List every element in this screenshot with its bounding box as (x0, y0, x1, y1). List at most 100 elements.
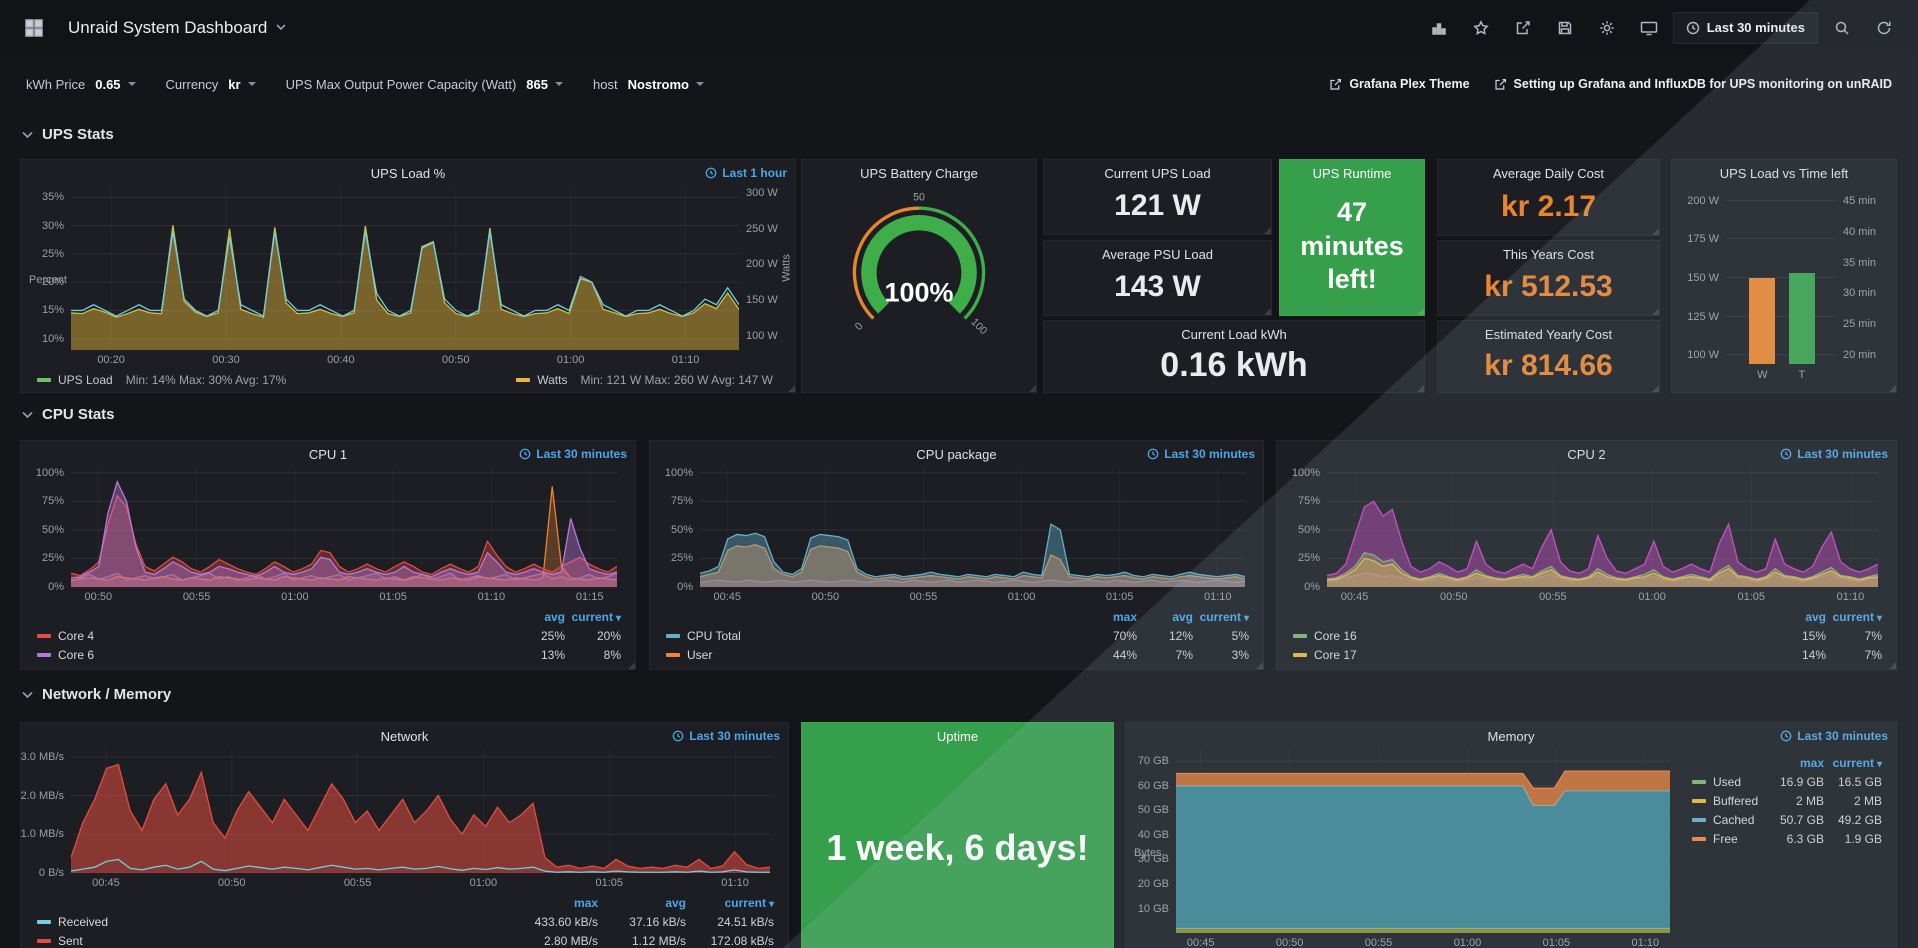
legend-series-toggle[interactable]: Used (1692, 775, 1766, 789)
variable-value-dropdown[interactable]: 865 (526, 77, 563, 92)
legend-series-toggle[interactable]: Buffered (1692, 794, 1766, 808)
add-panel-icon[interactable] (1421, 12, 1457, 44)
axis-tick-label: 00:45 (713, 591, 742, 603)
panel-title[interactable]: Memory (1487, 728, 1535, 744)
legend-column-header[interactable]: current (1824, 756, 1882, 770)
panel-title[interactable]: UPS Battery Charge (860, 165, 978, 181)
settings-gear-icon[interactable] (1589, 12, 1625, 44)
caret-down-icon (555, 82, 563, 86)
caret-down-icon (247, 82, 256, 86)
legend-value: 44% (1112, 647, 1137, 662)
legend-series-toggle[interactable]: Received (37, 915, 510, 929)
legend-column-header[interactable]: current (565, 610, 621, 624)
panel-title[interactable]: Uptime (936, 728, 979, 744)
legend-column-header[interactable]: max (1112, 609, 1137, 624)
axis-tick-label: 00:55 (909, 591, 938, 603)
panel-title[interactable]: CPU package (916, 446, 997, 462)
panel-title[interactable]: Average Daily Cost (1492, 165, 1605, 181)
legend-series-toggle[interactable]: Core 17 (1293, 648, 1770, 662)
chart-plot[interactable] (71, 749, 770, 873)
variable-value-dropdown[interactable]: Nostromo (628, 77, 704, 92)
panel-title[interactable]: Average PSU Load (1101, 246, 1214, 262)
chart-plot[interactable] (71, 467, 617, 587)
panel-title[interactable]: Current UPS Load (1104, 165, 1211, 181)
variable-value-dropdown[interactable]: 0.65 (95, 77, 136, 92)
legend-series-toggle[interactable]: Cached (1692, 813, 1766, 827)
time-range-picker[interactable]: Last 30 minutes (1672, 11, 1818, 44)
legend-value: 13% (540, 647, 565, 662)
axis-tick-label: 20% (41, 276, 64, 289)
legend-column-header[interactable]: max (1799, 755, 1824, 770)
panel-title[interactable]: This Years Cost (1502, 246, 1595, 262)
legend-series-toggle[interactable]: Sent (37, 934, 510, 948)
legend-column-header[interactable]: avg (665, 895, 686, 910)
legend-column-header[interactable]: current (686, 896, 774, 910)
battery-gauge: 0 50 100 100% (802, 188, 1036, 392)
axis-tick-label: 30 GB (1137, 853, 1169, 866)
legend-series-toggle[interactable]: CPU Total (666, 629, 1081, 643)
link-grafana-plex-theme[interactable]: Grafana Plex Theme (1329, 77, 1470, 91)
panel-title[interactable]: CPU 1 (308, 446, 348, 462)
section-ups-stats[interactable]: UPS Stats (22, 126, 114, 143)
legend-series-toggle[interactable]: UPS Load Min: 14% Max: 30% Avg: 17% (37, 373, 286, 387)
axis-tick-label: 100% (664, 466, 693, 479)
axis-tick-label: 10% (41, 332, 64, 345)
variable-value-dropdown[interactable]: kr (228, 77, 256, 92)
chart-plot[interactable] (1327, 467, 1878, 587)
panel-estimated-yearly-cost: Estimated Yearly Cost kr 814.66 (1437, 320, 1660, 393)
axis-tick-label: 150 W (746, 294, 778, 307)
external-link-icon (1494, 78, 1506, 90)
stat-value: 121 W (1114, 189, 1201, 222)
panel-ups-runtime: UPS Runtime 47 minutes left! (1279, 159, 1425, 316)
link-grafana-influxdb-guide[interactable]: Setting up Grafana and InfluxDB for UPS … (1494, 77, 1892, 91)
chart-plot[interactable] (1176, 749, 1670, 933)
chart-plot[interactable] (71, 186, 739, 350)
save-icon[interactable] (1547, 12, 1583, 44)
legend-column-header[interactable]: max (573, 895, 598, 910)
legend-series-toggle[interactable]: Core 4 (37, 629, 509, 643)
chart-plot[interactable] (700, 467, 1245, 587)
legend-value: 1.9 GB (1844, 831, 1882, 846)
y-axis-left: 0% 25% 50% 75% 100% (25, 467, 71, 593)
section-network-memory[interactable]: Network / Memory (22, 686, 171, 703)
legend-series-toggle[interactable]: Core 16 (1293, 629, 1770, 643)
axis-tick-label: 00:50 (218, 877, 246, 889)
panel-title[interactable]: UPS Load % (370, 165, 446, 181)
axis-tick-label: 00:40 (327, 354, 355, 366)
panel-average-psu-load: Average PSU Load 143 W (1043, 240, 1272, 316)
legend-value: 6.3 GB (1786, 831, 1824, 846)
star-icon[interactable] (1463, 12, 1499, 44)
legend-column-header[interactable]: current (1193, 610, 1249, 624)
panel-title[interactable]: Estimated Yearly Cost (1484, 326, 1613, 342)
share-icon[interactable] (1505, 12, 1541, 44)
legend-series-toggle[interactable]: Free (1692, 832, 1766, 846)
legend-series-color (516, 378, 531, 382)
section-cpu-stats[interactable]: CPU Stats (22, 406, 115, 423)
panel-title[interactable]: Current Load kWh (1181, 326, 1287, 342)
panel-title[interactable]: UPS Runtime (1312, 165, 1392, 181)
legend-series-toggle[interactable]: Core 6 (37, 648, 509, 662)
refresh-icon[interactable] (1866, 12, 1902, 44)
cycle-view-monitor-icon[interactable] (1631, 12, 1667, 44)
panel-ups-load-graph: UPS Load % Last 1 hour Percent 10% 15% 20%… (20, 159, 796, 393)
dashboard-title-dropdown[interactable]: Unraid System Dashboard (68, 18, 286, 38)
axis-tick-label: 60 GB (1137, 779, 1169, 792)
legend-column-header[interactable]: avg (1172, 609, 1193, 624)
legend-column-header[interactable]: current (1826, 610, 1882, 624)
legend-series-toggle[interactable]: User (666, 648, 1081, 662)
axis-tick-label: 00:45 (92, 877, 120, 889)
legend-series-color (1293, 633, 1307, 638)
legend-series-toggle[interactable]: Watts Min: 121 W Max: 260 W Avg: 147 W (516, 373, 773, 387)
legend-value: 172.08 kB/s (710, 933, 774, 948)
panel-title[interactable]: CPU 2 (1567, 446, 1606, 462)
zoom-out-search-icon[interactable] (1824, 12, 1860, 44)
panel-title[interactable]: Network (380, 728, 429, 744)
top-navbar: Unraid System Dashboard (0, 0, 1918, 55)
legend-column-header[interactable]: avg (1805, 609, 1826, 624)
panel-title[interactable]: UPS Load vs Time left (1719, 165, 1849, 181)
legend-column-header[interactable]: avg (544, 609, 565, 624)
apps-grid-icon[interactable] (16, 12, 52, 44)
